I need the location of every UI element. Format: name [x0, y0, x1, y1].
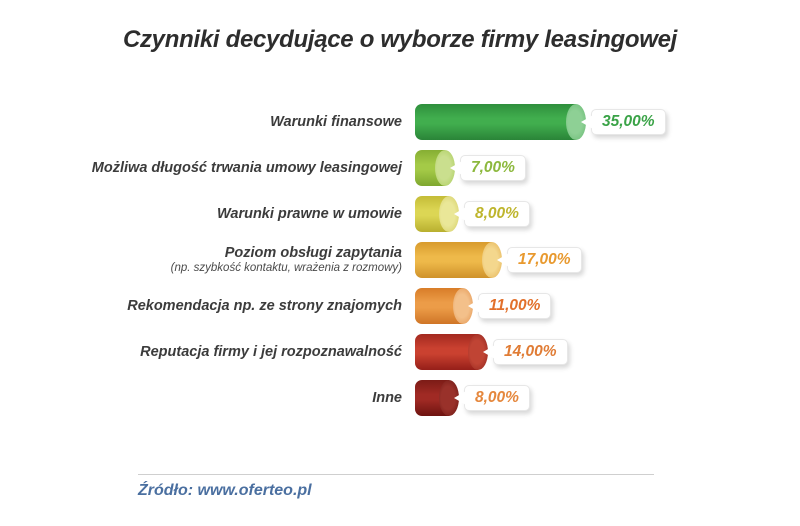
value-label: 8,00% — [475, 389, 519, 406]
bar-cylinder — [415, 380, 459, 416]
bar-track: 8,00% — [415, 380, 530, 416]
bar-track: 14,00% — [415, 334, 568, 370]
value-callout: 11,00% — [468, 293, 552, 319]
bar-category-label: Inne — [0, 390, 402, 407]
bar-cylinder — [415, 196, 459, 232]
value-label: 11,00% — [489, 297, 541, 314]
bar-end-cap — [435, 150, 455, 186]
bar-category-label-main: Inne — [372, 389, 402, 406]
bar-cylinder — [415, 334, 488, 370]
bar-track: 7,00% — [415, 150, 526, 186]
bar-category-label-main: Warunki finansowe — [270, 113, 402, 130]
bar-cylinder — [415, 242, 502, 278]
bar-cylinder — [415, 288, 473, 324]
value-label: 17,00% — [518, 251, 571, 268]
footer-divider — [138, 474, 654, 475]
bar-track: 35,00% — [415, 104, 666, 140]
callout-arrow-icon — [454, 207, 466, 221]
value-callout: 8,00% — [454, 385, 530, 411]
bar-category-label: Poziom obsługi zapytania (np. szybkość ko… — [0, 245, 402, 275]
bar-chart: Warunki finansowe 35,00% Możliwa długość t… — [0, 104, 800, 416]
bar-category-label: Rekomendacja np. ze strony znajomych — [0, 298, 402, 315]
value-label: 14,00% — [504, 343, 557, 360]
value-callout: 14,00% — [483, 339, 568, 365]
bar-track: 17,00% — [415, 242, 582, 278]
bar-category-label-main: Reputacja firmy i jej rozpoznawalność — [140, 343, 402, 360]
callout-arrow-icon — [454, 391, 466, 405]
value-label: 8,00% — [475, 205, 519, 222]
bar-end-cap — [439, 196, 459, 232]
bar-end-cap — [453, 288, 473, 324]
callout-arrow-icon — [450, 161, 462, 175]
bar-category-label-main: Warunki prawne w umowie — [216, 205, 402, 222]
value-callout: 8,00% — [454, 201, 530, 227]
bar-cylinder — [415, 150, 455, 186]
bar-track: 11,00% — [415, 288, 552, 324]
source-caption: Źródło: www.oferteo.pl — [138, 482, 312, 499]
chart-row: Warunki prawne w umowie 8,00% — [0, 196, 800, 232]
value-callout: 17,00% — [497, 247, 582, 273]
bar-category-label-main: Poziom obsługi zapytania — [224, 245, 402, 262]
value-label: 35,00% — [602, 113, 655, 130]
bar-track: 8,00% — [415, 196, 530, 232]
bar-category-label: Warunki prawne w umowie — [0, 206, 402, 223]
bar-end-cap — [439, 380, 459, 416]
callout-arrow-icon — [483, 345, 495, 359]
bar-category-label-sub: (np. szybkość kontaktu, wrażenia z rozmo… — [170, 261, 402, 274]
chart-row: Warunki finansowe 35,00% — [0, 104, 800, 140]
callout-arrow-icon — [468, 299, 480, 313]
bar-category-label: Warunki finansowe — [0, 114, 402, 131]
chart-row: Możliwa długość trwania umowy leasingowe… — [0, 150, 800, 186]
value-label: 7,00% — [471, 159, 515, 176]
bar-cylinder — [415, 104, 586, 140]
bar-category-label: Reputacja firmy i jej rozpoznawalność — [0, 344, 402, 361]
bar-category-label-main: Rekomendacja np. ze strony znajomych — [127, 297, 402, 314]
callout-arrow-icon — [497, 253, 509, 267]
bar-category-label: Możliwa długość trwania umowy leasingowe… — [0, 160, 402, 177]
callout-arrow-icon — [581, 115, 593, 129]
value-callout: 35,00% — [581, 109, 666, 135]
chart-row: Reputacja firmy i jej rozpoznawalność 14,… — [0, 334, 800, 370]
bar-end-cap — [566, 104, 586, 140]
chart-row: Rekomendacja np. ze strony znajomych 11,0… — [0, 288, 800, 324]
bar-end-cap — [468, 334, 488, 370]
chart-title: Czynniki decydujące o wyborze firmy leas… — [122, 26, 678, 53]
chart-row: Poziom obsługi zapytania (np. szybkość ko… — [0, 242, 800, 278]
chart-row: Inne 8,00% — [0, 380, 800, 416]
bar-category-label-main: Możliwa długość trwania umowy leasingowe… — [91, 159, 402, 176]
value-callout: 7,00% — [450, 155, 526, 181]
bar-end-cap — [482, 242, 502, 278]
